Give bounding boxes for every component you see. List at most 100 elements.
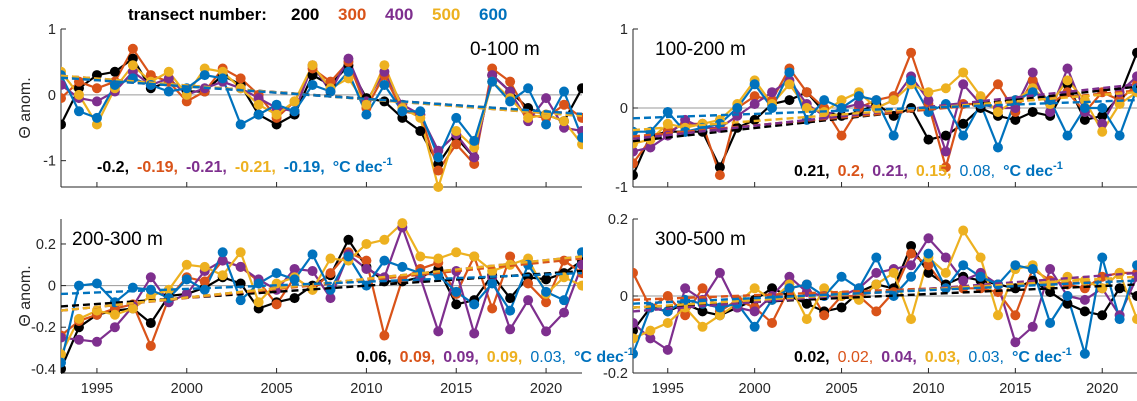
data-point [749,283,760,294]
trend-value: -0.2, [97,159,129,176]
trend-value: 0.03, [925,349,961,366]
data-point [271,109,282,120]
data-point [906,314,917,325]
data-point [1132,83,1137,94]
data-point [109,309,120,320]
data-point [271,99,282,110]
trend-unit: °C dec [1012,349,1062,366]
data-point [505,76,516,87]
data-point [397,106,408,117]
data-point [325,268,336,279]
data-point [1132,71,1137,82]
data-point [343,66,354,77]
data-point [1045,106,1056,117]
data-point [469,152,480,163]
trend-value: -0.21, [186,159,227,176]
x-tick-label: 2000 [739,381,771,397]
trend-value: 0.03, [968,349,1004,366]
data-point [541,119,552,130]
legend-entry-300: 300 [338,5,366,24]
data-point [61,93,66,104]
data-point [940,83,951,94]
trend-value: 0.08, [959,163,995,180]
data-point [714,170,725,181]
data-point [975,252,986,263]
data-point [888,267,899,278]
data-point [784,283,795,294]
trend-line-5 [61,271,583,296]
data-point [559,99,570,110]
data-point [940,162,951,173]
trend-unit-exponent: -1 [1062,346,1072,358]
data-point [163,284,174,295]
x-tick-label: 2005 [825,381,857,397]
data-point [819,283,830,294]
trend-line-5 [61,76,583,116]
data-point [487,76,498,87]
data-point [645,325,656,336]
panel-title: 200-300 m [72,229,163,250]
data-point [1132,314,1137,325]
data-point [487,278,498,289]
trend-line-5 [633,279,1137,305]
trend-unit-exponent: -1 [383,156,393,168]
legend: transect number: 200 300 400 500 600 [128,5,507,24]
data-point [714,267,725,278]
data-point [1062,63,1073,74]
trend-value: -0.19, [137,159,178,176]
data-point [451,247,462,258]
data-point [289,106,300,117]
x-tick-label: 2015 [440,381,472,397]
trend-value: 0.04, [881,349,917,366]
data-point [836,95,847,106]
data-point [923,267,934,278]
data-point [451,139,462,150]
data-point [836,130,847,141]
data-point [433,326,444,337]
x-tick-label: 1995 [652,381,684,397]
data-point [307,266,318,277]
data-point [1010,114,1021,125]
data-point [1132,260,1137,271]
data-point [1097,252,1108,263]
legend-entry-600: 600 [479,5,507,24]
data-point [645,333,656,344]
data-point [1010,260,1021,271]
data-point [523,295,534,306]
data-point [127,303,138,314]
data-point [307,249,318,260]
data-point [145,318,156,329]
data-point [91,336,102,347]
data-point [819,95,830,106]
data-point [958,130,969,141]
data-point [662,106,673,117]
data-point [940,267,951,278]
data-point [888,130,899,141]
data-point [662,344,673,355]
x-tick-label: 2020 [530,381,562,397]
data-point [940,252,951,263]
data-point [127,43,138,54]
x-tick-label: 2010 [350,381,382,397]
trend-value: 0.02, [794,349,830,366]
trend-value: 0.21, [872,163,908,180]
trend-value: 0.2, [838,163,865,180]
data-point [505,324,516,335]
data-point [397,218,408,229]
trend-line-4 [633,275,1137,309]
data-point [505,305,516,316]
data-point [379,255,390,266]
trend-line-4 [633,91,1137,132]
data-point [451,299,462,310]
data-point [451,112,462,123]
trend-value: 0.21, [794,163,830,180]
data-point [871,306,882,317]
y-tick-label: -0.4 [31,362,56,378]
data-point [199,70,210,81]
data-point [217,270,228,281]
data-point [1062,298,1073,309]
data-point [975,271,986,282]
trend-value: 0.06, [356,349,392,366]
data-point [633,333,638,344]
